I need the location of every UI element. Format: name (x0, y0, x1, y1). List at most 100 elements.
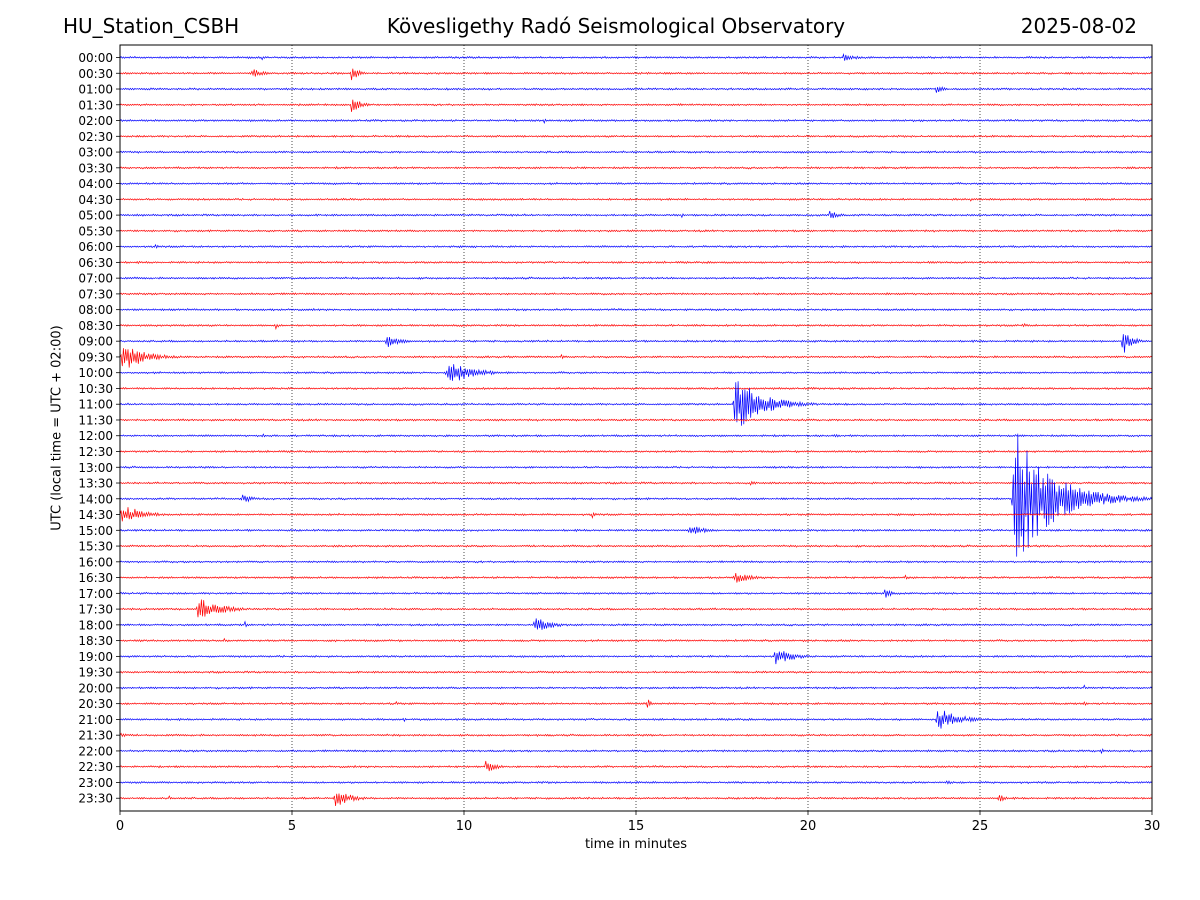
trace-1630 (119, 573, 1153, 583)
x-tick-label: 20 (800, 819, 817, 834)
trace-2230 (119, 760, 1153, 772)
x-axis-label: time in minutes (584, 837, 688, 852)
y-tick-label: 18:00 (78, 618, 113, 632)
y-tick-label: 18:30 (78, 634, 113, 648)
y-tick-label: 08:30 (78, 319, 113, 333)
y-tick-label: 23:00 (78, 776, 113, 790)
x-tick-label: 15 (628, 819, 645, 834)
trace-0800 (119, 307, 1153, 312)
trace-1930 (119, 670, 1153, 674)
trace-1200 (119, 433, 1153, 438)
y-tick-label: 06:00 (78, 240, 113, 254)
y-axis-label: UTC (local time = UTC + 02:00) (49, 325, 65, 531)
y-tick-label: 14:00 (78, 492, 113, 506)
y-tick-label: 05:30 (78, 224, 113, 238)
trace-2130 (119, 732, 1153, 738)
trace-1230 (119, 449, 1153, 454)
trace-0630 (119, 260, 1153, 265)
y-tick-label: 15:30 (78, 540, 113, 554)
x-tick-label: 10 (456, 819, 473, 834)
y-tick-label: 21:30 (78, 729, 113, 743)
y-tick-label: 17:30 (78, 603, 113, 617)
trace-0700 (119, 276, 1153, 280)
trace-0030 (119, 68, 1153, 81)
y-tick-label: 10:00 (78, 366, 113, 380)
chart-date: 2025-08-02 (1020, 14, 1137, 38)
y-tick-label: 22:30 (78, 760, 113, 774)
trace-0900 (119, 334, 1153, 353)
x-tick-label: 25 (972, 819, 989, 834)
y-tick-label: 22:00 (78, 744, 113, 758)
trace-0830 (119, 322, 1153, 331)
trace-1330 (119, 480, 1153, 486)
trace-1130 (119, 418, 1153, 422)
chart-title: Kövesligethy Radó Seismological Observat… (386, 14, 846, 38)
trace-1300 (119, 465, 1153, 469)
trace-1530 (119, 544, 1153, 548)
y-tick-label: 11:30 (78, 413, 113, 427)
trace-2330 (119, 793, 1153, 807)
trace-0000 (119, 53, 1153, 61)
trace-0530 (119, 229, 1153, 233)
trace-0130 (119, 99, 1153, 112)
y-tick-label: 00:30 (78, 67, 113, 81)
trace-0500 (119, 210, 1153, 219)
y-tick-label: 01:00 (78, 83, 113, 97)
trace-2300 (119, 780, 1153, 785)
y-tick-label: 14:30 (78, 508, 113, 522)
y-tick-label: 17:00 (78, 587, 113, 601)
y-tick-label: 21:00 (78, 713, 113, 727)
y-tick-label: 10:30 (78, 382, 113, 396)
y-tick-label: 16:30 (78, 571, 113, 585)
y-tick-label: 02:30 (78, 130, 113, 144)
trace-0930 (119, 348, 1153, 368)
trace-0730 (119, 292, 1153, 296)
y-tick-label: 07:30 (78, 287, 113, 301)
trace-0600 (119, 243, 1153, 249)
x-tick-label: 30 (1144, 819, 1161, 834)
trace-0200 (119, 118, 1153, 124)
trace-2200 (119, 748, 1153, 755)
y-tick-label: 19:30 (78, 666, 113, 680)
y-tick-label: 04:00 (78, 177, 113, 191)
y-tick-label: 12:30 (78, 445, 113, 459)
trace-0430 (119, 197, 1153, 202)
y-tick-label: 13:30 (78, 477, 113, 491)
trace-2030 (119, 699, 1153, 708)
trace-1430 (119, 507, 1153, 522)
trace-1030 (119, 386, 1153, 391)
trace-1100 (119, 381, 1153, 426)
y-tick-label: 08:00 (78, 303, 113, 317)
trace-1700 (119, 589, 1153, 598)
y-tick-label: 09:30 (78, 350, 113, 364)
y-tick-label: 03:00 (78, 146, 113, 160)
y-tick-label: 07:00 (78, 272, 113, 286)
trace-1730 (119, 599, 1153, 618)
trace-1500 (119, 526, 1153, 534)
trace-0230 (119, 134, 1153, 138)
trace-0400 (119, 181, 1153, 186)
y-tick-label: 16:00 (78, 555, 113, 569)
y-tick-label: 04:30 (78, 193, 113, 207)
y-tick-label: 01:30 (78, 98, 113, 112)
y-tick-label: 12:00 (78, 429, 113, 443)
trace-0100 (119, 86, 1153, 93)
y-tick-label: 03:30 (78, 161, 113, 175)
y-tick-label: 06:30 (78, 256, 113, 270)
station-name: HU_Station_CSBH (63, 14, 240, 38)
y-tick-label: 23:30 (78, 792, 113, 806)
y-tick-label: 11:00 (78, 398, 113, 412)
y-tick-label: 15:00 (78, 524, 113, 538)
y-tick-label: 00:00 (78, 51, 113, 65)
y-tick-label: 09:00 (78, 335, 113, 349)
y-tick-label: 20:30 (78, 697, 113, 711)
trace-0300 (119, 150, 1153, 154)
trace-1900 (119, 651, 1153, 665)
y-tick-label: 05:00 (78, 209, 113, 223)
trace-2000 (119, 684, 1153, 690)
trace-1800 (119, 618, 1153, 630)
trace-1600 (119, 560, 1153, 564)
trace-1830 (119, 637, 1153, 643)
